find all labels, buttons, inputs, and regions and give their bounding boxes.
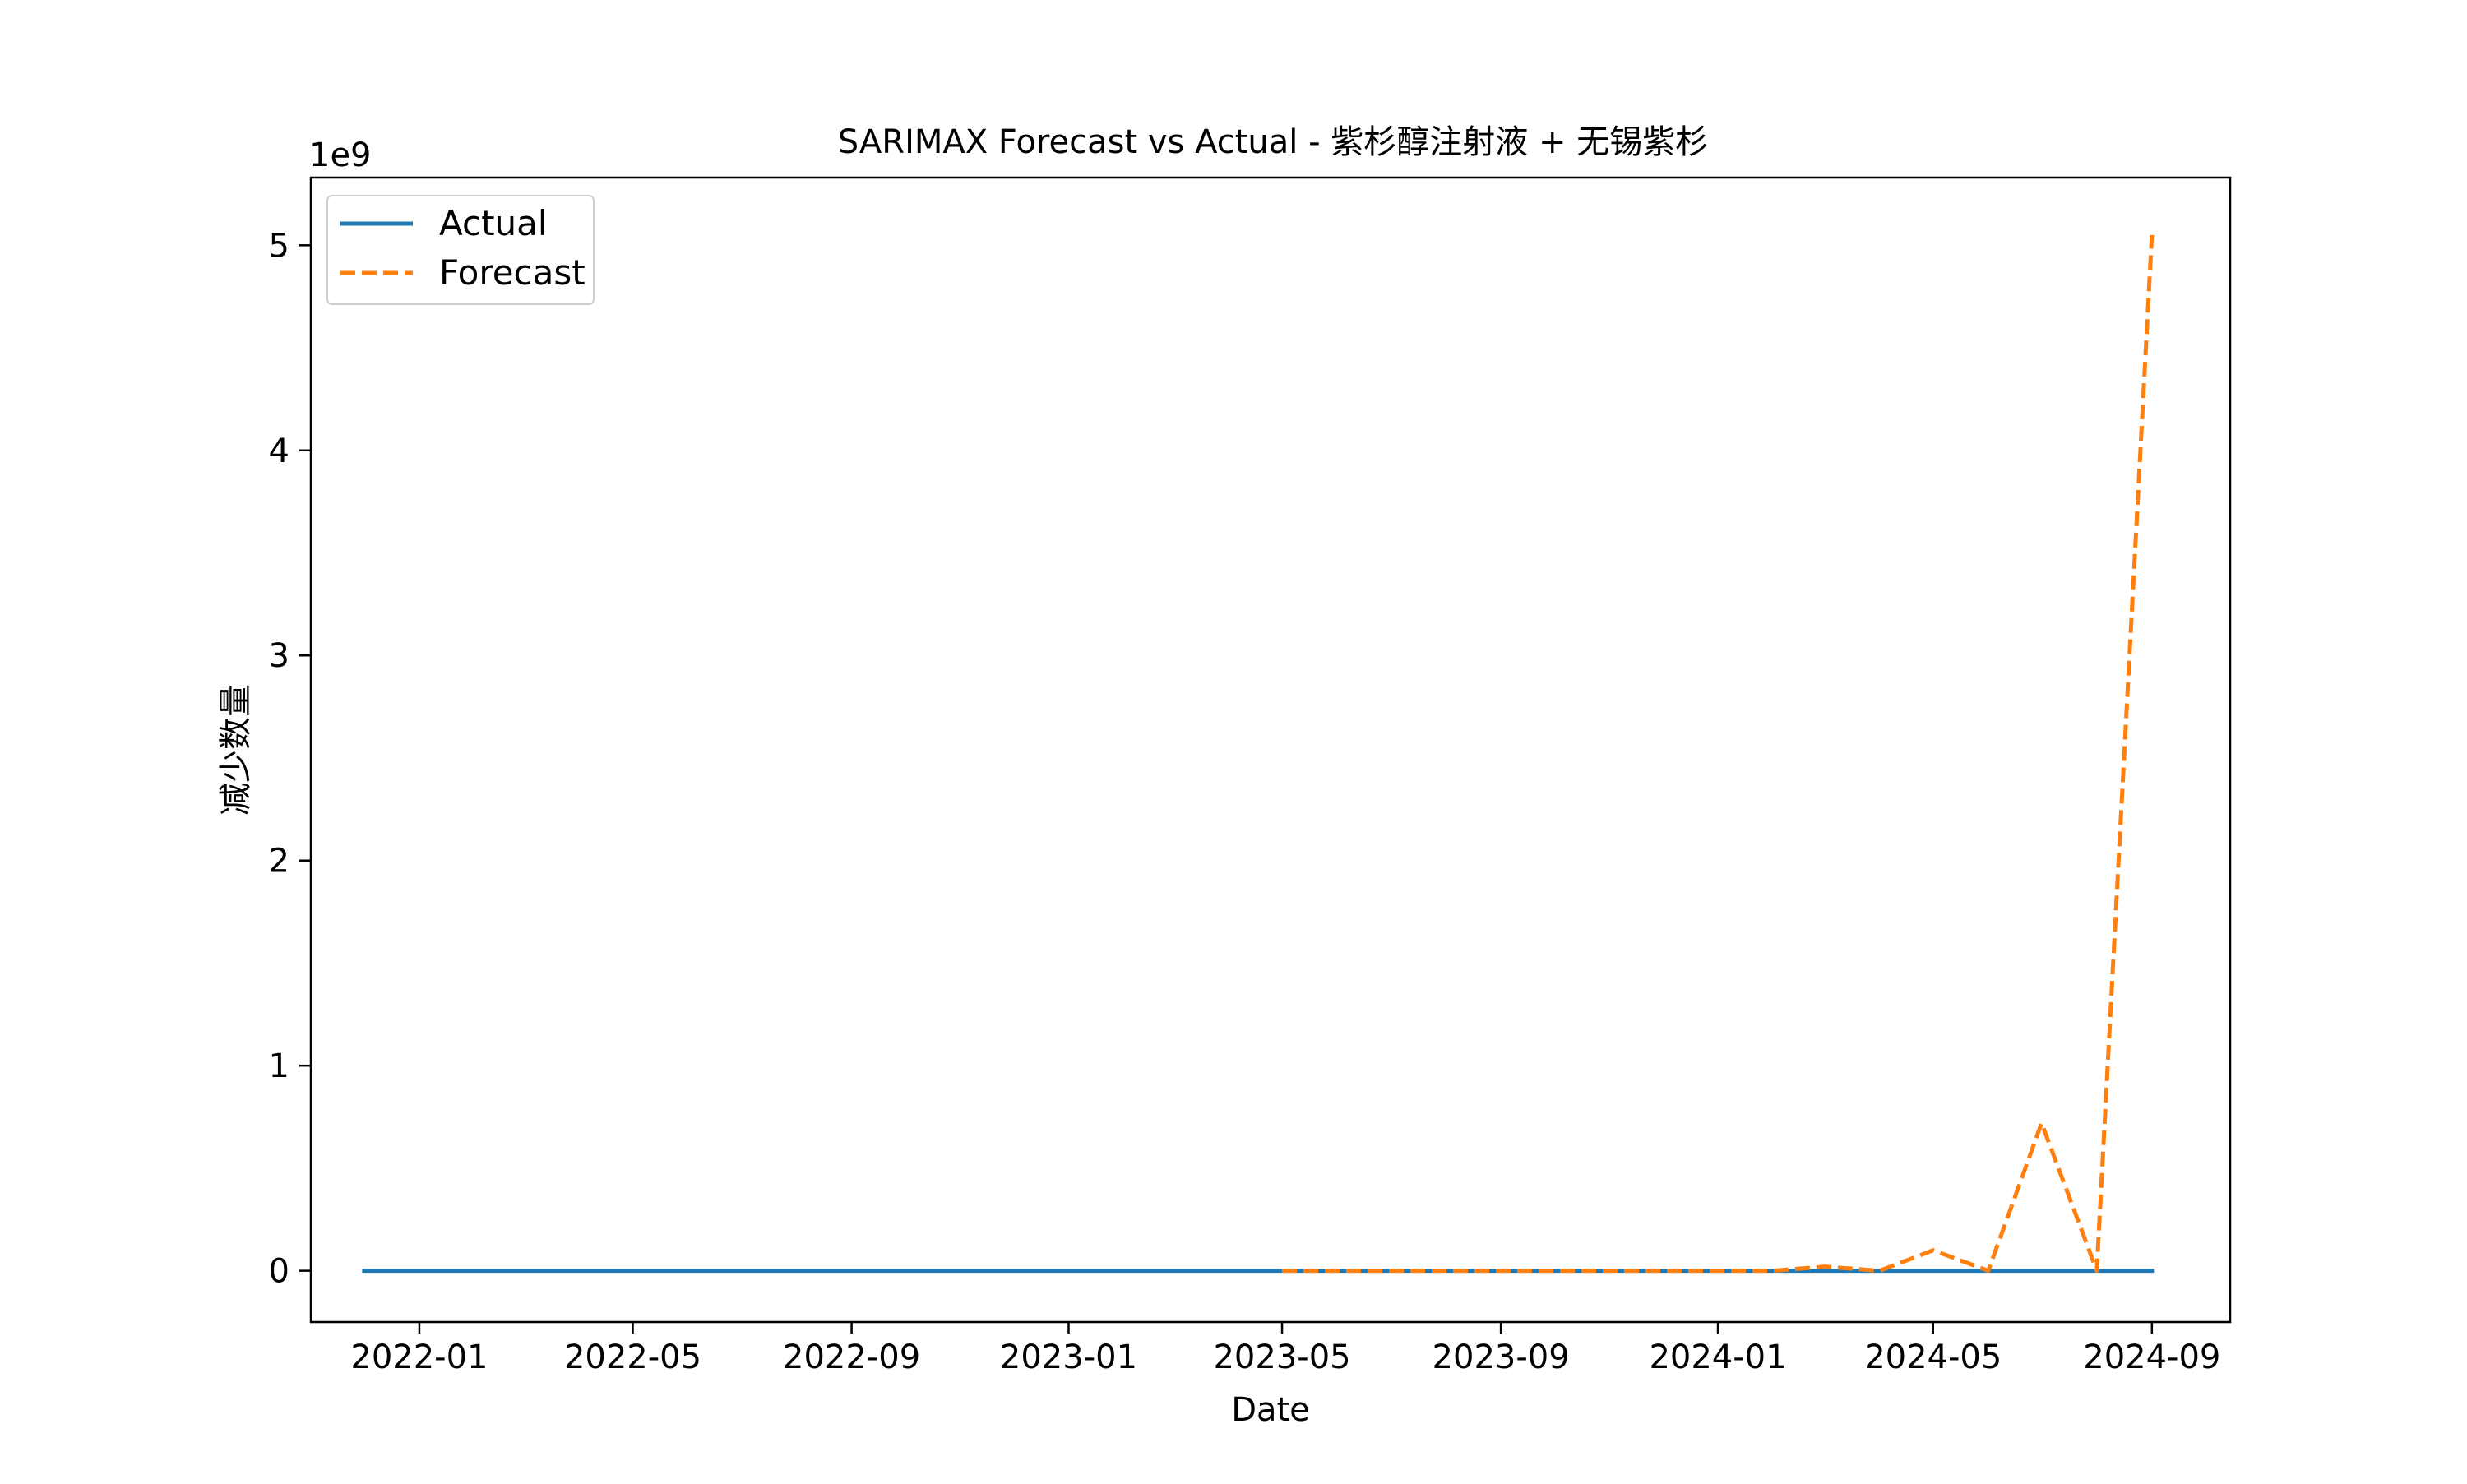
- x-tick-label: 2024-05: [1864, 1338, 2002, 1376]
- x-tick-label: 2022-05: [564, 1338, 701, 1376]
- x-tick-label: 2022-09: [783, 1338, 920, 1376]
- x-tick-label: 2024-01: [1649, 1338, 1786, 1376]
- legend-label-actual: Actual: [439, 203, 548, 243]
- y-tick-label: 1: [269, 1047, 289, 1085]
- x-tick-label: 2023-09: [1433, 1338, 1570, 1376]
- x-tick-label: 2023-01: [1000, 1338, 1137, 1376]
- series-line-forecast: [1282, 234, 2155, 1274]
- y-tick-label: 3: [269, 637, 289, 675]
- x-axis-label: Date: [1231, 1391, 1310, 1429]
- y-axis-offset-label: 1e9: [309, 136, 372, 174]
- legend: Actual Forecast: [326, 195, 595, 305]
- y-tick-label: 5: [269, 227, 289, 265]
- y-axis-label: 减少数量: [217, 684, 255, 816]
- plot-area-frame: [309, 176, 2232, 1324]
- x-tick-label: 2022-01: [350, 1338, 488, 1376]
- x-tick-label: 2024-09: [2083, 1338, 2220, 1376]
- y-tick-label: 0: [269, 1253, 289, 1291]
- legend-label-forecast: Forecast: [439, 252, 586, 293]
- y-tick-label: 2: [269, 843, 289, 881]
- chart-title: SARIMAX Forecast vs Actual - 紫杉醇注射液 + 无锡…: [838, 123, 1708, 161]
- x-axis: 2022-01 2022-05 2022-09 2023-01 2023-05 2023-…: [350, 1322, 2220, 1376]
- series-layer: [362, 234, 2155, 1274]
- y-axis: 0 1 2 3 4 5: [269, 227, 311, 1291]
- x-tick-label: 2023-05: [1213, 1338, 1350, 1376]
- y-tick-label: 4: [269, 432, 289, 470]
